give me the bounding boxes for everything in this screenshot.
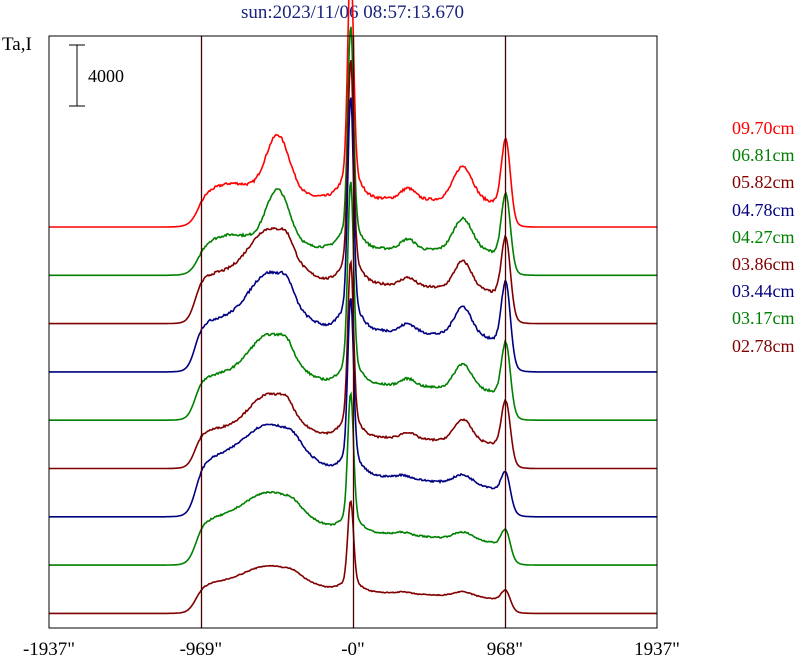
legend-entry: 09.70cm [732,118,795,138]
legend-entry: 02.78cm [732,335,795,356]
legend-entry: 04.27cm [732,226,795,247]
legend-entry: 04.78cm [732,199,795,220]
scale-bar-label: 4000 [88,66,124,86]
x-tick-label: 968" [487,639,523,660]
vertical-lines-group [200,36,507,628]
x-tick-label: 1937" [634,639,680,660]
legend-entry: 03.86cm [732,254,795,274]
scale-bar: 4000 [69,44,124,107]
legend-entry: 03.17cm [732,308,795,329]
plot-frame [48,35,658,629]
legend-entry: 05.82cm [732,172,795,193]
legend-entry: 06.81cm [732,145,795,166]
x-tick-label: -969" [180,639,223,660]
x-tick-labels: -1937" -969" -0" 968" 1937" [23,639,680,660]
series-line-09-70cm [49,0,657,228]
x-tick-label: -0" [341,639,365,660]
y-axis-label: Ta,I [2,34,32,55]
x-tick-label: -1937" [23,639,75,660]
legend-entry: 03.44cm [732,281,795,302]
